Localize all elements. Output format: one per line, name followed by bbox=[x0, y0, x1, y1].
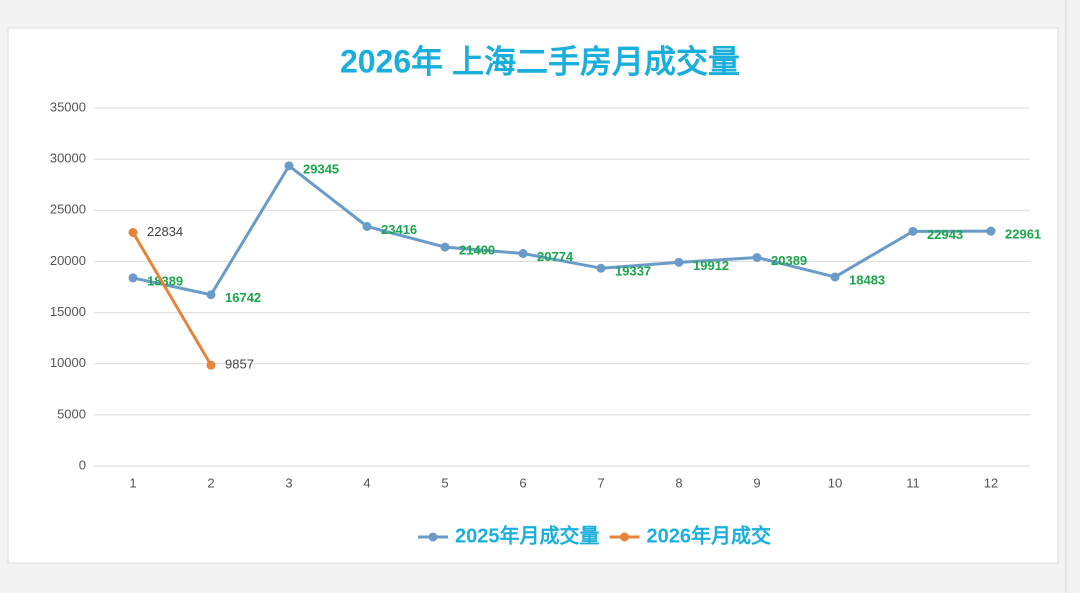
data-label: 18483 bbox=[849, 272, 885, 287]
series-line bbox=[132, 164, 992, 297]
legend-label: 2025年月成交量 bbox=[455, 523, 600, 547]
data-point bbox=[362, 221, 372, 231]
y-tick-label: 5000 bbox=[57, 406, 86, 421]
data-label: 20774 bbox=[537, 249, 574, 264]
data-point bbox=[518, 249, 528, 259]
x-tick-label: 2 bbox=[207, 475, 214, 490]
y-tick-label: 20000 bbox=[50, 253, 86, 268]
data-label: 22961 bbox=[1005, 227, 1041, 242]
x-tick-label: 11 bbox=[906, 475, 920, 490]
y-tick-label: 15000 bbox=[50, 304, 86, 319]
data-label: 22943 bbox=[927, 227, 963, 242]
data-label: 19337 bbox=[615, 264, 651, 279]
x-tick-label: 10 bbox=[828, 475, 842, 490]
x-tick-label: 12 bbox=[984, 475, 998, 490]
data-point bbox=[674, 257, 684, 267]
y-tick-label: 25000 bbox=[50, 202, 86, 217]
legend-dot bbox=[428, 532, 438, 542]
legend-dot bbox=[620, 532, 629, 542]
x-tick-label: 7 bbox=[597, 475, 604, 490]
data-label: 18389 bbox=[147, 273, 183, 288]
y-tick-label: 30000 bbox=[50, 151, 86, 166]
data-point bbox=[440, 242, 450, 252]
data-point bbox=[986, 226, 996, 236]
x-tick-label: 8 bbox=[675, 475, 682, 490]
data-label: 20389 bbox=[771, 253, 807, 268]
data-label: 22834 bbox=[147, 224, 183, 239]
data-label: 19912 bbox=[693, 258, 729, 273]
y-tick-label: 35000 bbox=[50, 99, 86, 114]
data-label: 9857 bbox=[225, 357, 254, 372]
data-point bbox=[128, 227, 138, 237]
data-point bbox=[596, 263, 606, 273]
series-line bbox=[131, 231, 213, 366]
data-point bbox=[284, 161, 294, 171]
x-tick-label: 5 bbox=[441, 475, 448, 490]
data-point bbox=[830, 272, 840, 282]
data-point bbox=[908, 226, 918, 236]
data-label: 29345 bbox=[303, 161, 339, 176]
y-tick-label: 0 bbox=[79, 457, 86, 472]
x-tick-label: 4 bbox=[363, 475, 370, 490]
x-tick-label: 1 bbox=[129, 475, 136, 490]
chart-card bbox=[7, 27, 1059, 564]
data-label: 16742 bbox=[225, 290, 261, 305]
data-label: 23416 bbox=[381, 222, 417, 237]
data-label: 21400 bbox=[459, 243, 495, 258]
chart-title: 2026年 上海二手房月成交量 bbox=[340, 43, 740, 79]
x-tick-label: 9 bbox=[753, 475, 760, 490]
legend-label: 2026年月成交 bbox=[647, 523, 772, 547]
x-tick-label: 6 bbox=[519, 475, 526, 490]
y-tick-label: 10000 bbox=[50, 355, 86, 370]
data-point bbox=[206, 360, 216, 370]
data-point bbox=[128, 273, 138, 283]
x-tick-label: 3 bbox=[285, 475, 292, 490]
data-point bbox=[206, 290, 216, 300]
data-point bbox=[752, 252, 762, 262]
